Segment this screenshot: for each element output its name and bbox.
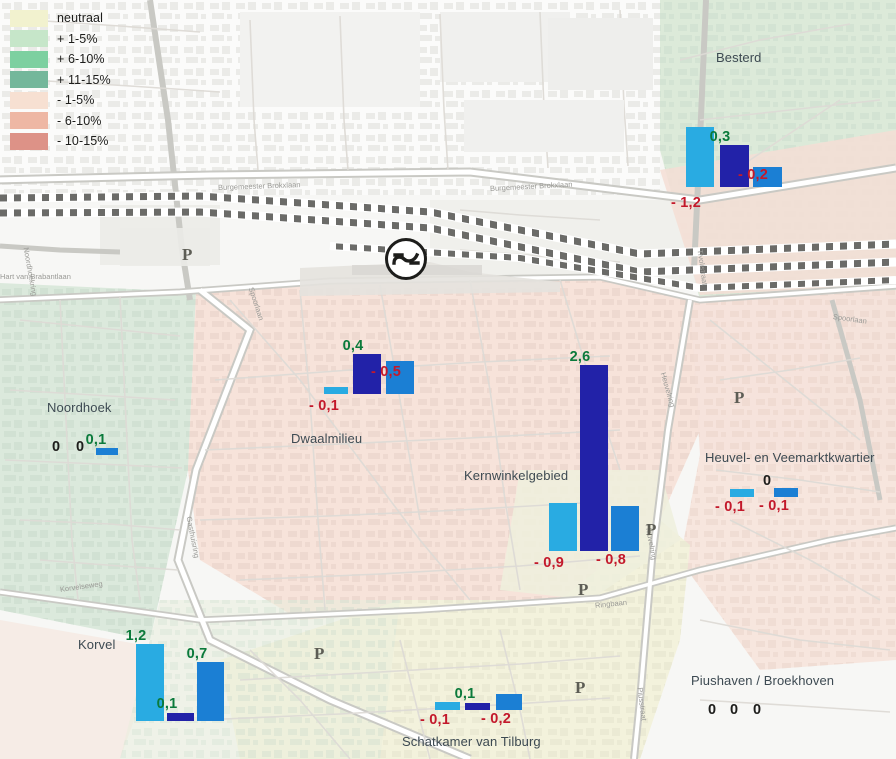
bar-value-label: 2,6 <box>569 349 591 365</box>
legend-swatch-plus-11-15 <box>10 71 48 89</box>
legend-item: neutraal <box>10 8 111 29</box>
bar-value-label: 0,1 <box>156 696 178 712</box>
legend-label: neutraal <box>57 11 103 26</box>
bar-value-label: - 0,1 <box>714 499 746 515</box>
bar-value-label: - 0,9 <box>533 555 565 571</box>
bar-rect-series2 <box>353 354 381 394</box>
bar-value-label: 0 <box>730 702 739 718</box>
legend-swatch-plus-1-5 <box>10 30 48 48</box>
legend-item: + 1-5% <box>10 29 111 50</box>
bar-rect-series3 <box>496 694 522 710</box>
parking-icon: P <box>646 520 657 539</box>
area-label-dwaalmilieu: Dwaalmilieu <box>291 431 363 446</box>
area-label-korvel: Korvel <box>78 637 116 652</box>
bar-value-label: 0 <box>708 702 717 718</box>
area-label-besterd: Besterd <box>716 50 762 65</box>
bar-value-label: 0 <box>76 439 85 455</box>
legend-swatch-minus-10-15 <box>10 132 48 150</box>
legend-swatch-minus-6-10 <box>10 112 48 130</box>
legend-swatch-neutraal <box>10 9 48 27</box>
bar-value-label: 0,3 <box>709 129 731 145</box>
bar-rect-series2 <box>465 703 490 710</box>
bar-value-label: - 0,5 <box>370 364 402 380</box>
area-label-noordhoek: Noordhoek <box>47 400 112 415</box>
area-label-piushaven-broekhoven: Piushaven / Broekhoven <box>691 673 835 688</box>
legend-item: + 11-15% <box>10 70 111 91</box>
legend-item: + 6-10% <box>10 49 111 70</box>
bar-rect-series3 <box>386 361 414 394</box>
bar-value-label: 0 <box>753 702 762 718</box>
parking-icon: P <box>575 678 586 697</box>
parking-icon: P <box>734 388 745 407</box>
bar-value-label: 1,2 <box>125 628 147 644</box>
bar-rect-series1 <box>136 644 164 721</box>
legend: neutraal + 1-5% + 6-10% + 11-15% - 1-5% … <box>8 6 115 154</box>
bar-value-label: 0,1 <box>454 686 476 702</box>
legend-item: - 6-10% <box>10 111 111 132</box>
bar-value-label: - 0,2 <box>480 711 512 727</box>
bar-value-label: - 0,2 <box>737 167 769 183</box>
bar-value-label: - 0,1 <box>308 398 340 414</box>
legend-label: + 6-10% <box>57 52 105 67</box>
bar-rect-series1 <box>549 503 577 551</box>
bar-value-label: 0 <box>52 439 61 455</box>
ns-wave-glyph <box>392 252 420 265</box>
legend-label: + 1-5% <box>57 31 98 46</box>
bar-rect-series2 <box>720 145 749 187</box>
bar-value-label: - 0,1 <box>419 712 451 728</box>
legend-label: + 11-15% <box>57 72 111 87</box>
legend-label: - 10-15% <box>57 134 109 149</box>
bar-rect-series3 <box>753 167 782 187</box>
bar-rect-series1 <box>730 489 754 497</box>
parking-icon: P <box>578 580 589 599</box>
legend-item: - 1-5% <box>10 90 111 111</box>
legend-swatch-plus-6-10 <box>10 50 48 68</box>
area-label-heuvel-en-veemarktkwartier: Heuvel- en Veemarktkwartier <box>705 450 875 465</box>
bar-rect-series2 <box>167 713 194 721</box>
bar-rect-series3 <box>774 488 798 497</box>
legend-label: - 1-5% <box>57 93 95 108</box>
ns-train-station-icon[interactable] <box>385 238 427 280</box>
bar-rect-series1 <box>435 702 460 710</box>
parking-icon: P <box>182 245 193 264</box>
bar-value-label: 0,7 <box>186 646 208 662</box>
area-label-schatkamer-van-tilburg: Schatkamer van Tilburg <box>402 734 541 749</box>
bar-rect-series2 <box>580 365 608 551</box>
legend-swatch-minus-1-5 <box>10 91 48 109</box>
bar-rect-series3 <box>197 662 224 721</box>
bar-rect-series1 <box>324 387 348 394</box>
area-label-kernwinkelgebied: Kernwinkelgebied <box>464 468 569 483</box>
bar-value-label: 0 <box>763 473 772 489</box>
legend-label: - 6-10% <box>57 113 102 128</box>
legend-item: - 10-15% <box>10 131 111 152</box>
bar-rect-series3 <box>611 506 639 551</box>
bar-value-label: - 0,1 <box>758 498 790 514</box>
bar-value-label: - 1,2 <box>670 195 702 211</box>
parking-icon: P <box>314 644 325 663</box>
bar-rect-series3 <box>96 448 118 455</box>
bar-value-label: 0,1 <box>85 432 107 448</box>
bar-value-label: - 0,8 <box>595 552 627 568</box>
bar-value-label: 0,4 <box>342 338 364 354</box>
bar-rect-series1 <box>686 127 714 187</box>
